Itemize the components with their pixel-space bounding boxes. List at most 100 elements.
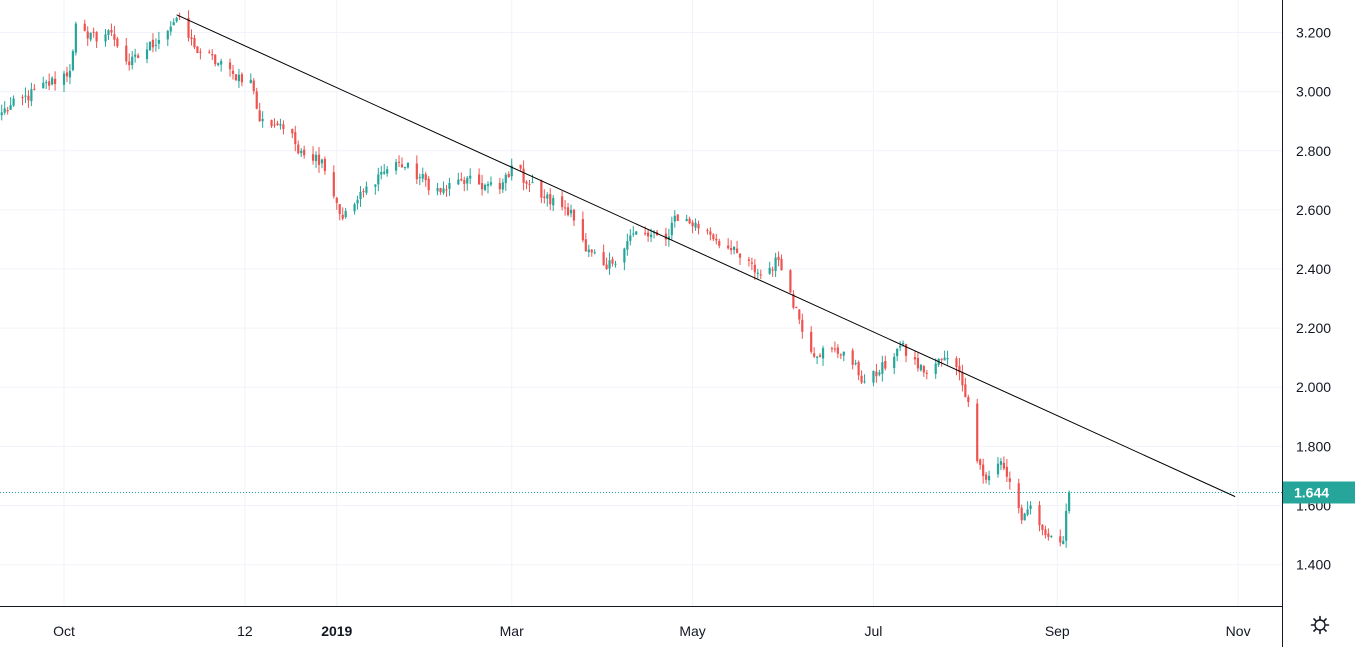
candle-body	[712, 234, 715, 240]
candle-body	[279, 124, 282, 126]
candle-body	[1062, 540, 1065, 545]
candle-body	[614, 263, 617, 265]
candle-body	[718, 241, 721, 246]
candle-body	[383, 171, 386, 174]
candle-body	[214, 54, 217, 65]
candle-body	[311, 154, 315, 161]
candle-body	[211, 54, 214, 56]
candle-body	[332, 172, 335, 197]
y-axis-labels[interactable]: 1.4001.6001.8002.0002.2002.4002.6002.800…	[1296, 25, 1331, 573]
candle-body	[961, 372, 964, 386]
chart-settings-button[interactable]	[1284, 607, 1355, 647]
candle-body	[89, 32, 92, 40]
candle-body	[647, 232, 650, 237]
candle-body	[335, 197, 338, 203]
candle-body	[839, 354, 842, 356]
trendline[interactable]	[176, 14, 1236, 498]
candle-body	[403, 166, 407, 168]
candle-body	[54, 78, 57, 85]
candle-body	[104, 34, 107, 42]
y-tick-label: 1.800	[1296, 438, 1331, 454]
candle-body	[45, 82, 48, 84]
candle-body	[1068, 492, 1071, 512]
candle-body	[676, 214, 679, 221]
candle-body	[896, 348, 899, 357]
candle-body	[940, 358, 943, 360]
candle-body	[83, 23, 86, 31]
candle-body	[818, 355, 822, 357]
candle-body	[771, 269, 774, 271]
last-price-badge-bg	[1283, 481, 1355, 504]
candle-body	[581, 219, 584, 241]
candle-body	[448, 183, 451, 189]
candle-body	[727, 245, 730, 249]
x-tick-label: 2019	[321, 623, 352, 639]
candle-body	[860, 375, 863, 383]
candle-body	[71, 51, 74, 71]
candle-body	[148, 41, 152, 51]
candle-body	[483, 184, 487, 190]
y-tick-label: 3.000	[1296, 84, 1331, 100]
candle-body	[157, 40, 160, 44]
candle-body	[854, 363, 857, 365]
candle-body	[365, 186, 368, 193]
candle-body	[442, 188, 445, 193]
candle-body	[74, 23, 77, 53]
candle-body	[463, 180, 466, 184]
candle-body	[273, 124, 276, 126]
candle-body	[445, 189, 448, 191]
candle-body	[1026, 509, 1029, 515]
candle-body	[270, 120, 273, 127]
candle-body	[632, 233, 635, 235]
candle-body	[12, 98, 15, 106]
candle-body	[899, 345, 902, 348]
candle-body	[356, 199, 359, 204]
y-tick-label: 1.400	[1296, 557, 1331, 573]
x-tick-label: Oct	[53, 623, 75, 639]
candle-body	[649, 234, 653, 238]
candle-body	[190, 37, 193, 39]
candle-body	[519, 164, 522, 169]
candle-body	[1059, 536, 1062, 543]
candle-body	[881, 362, 884, 374]
candle-body	[1002, 462, 1006, 469]
candle-body	[893, 356, 896, 368]
candle-body	[706, 230, 709, 232]
candle-body	[95, 32, 98, 42]
candle-body	[842, 351, 845, 356]
candle-body	[789, 270, 792, 293]
candle-body	[685, 218, 688, 222]
candle-body	[231, 70, 235, 74]
x-axis-labels[interactable]: Oct 12 2019 Mar May Jul Sep Nov	[53, 623, 1250, 639]
y-tick-label: 2.600	[1296, 202, 1331, 218]
candle-body	[904, 344, 908, 356]
candle-body	[110, 29, 113, 33]
candle-body	[1038, 505, 1041, 526]
candle-body	[543, 196, 546, 199]
candle-body	[821, 348, 825, 359]
candle-body	[925, 372, 928, 374]
candle-body	[116, 38, 119, 47]
candle-body	[629, 235, 632, 241]
candle-body	[377, 174, 380, 185]
candle-body	[756, 272, 759, 274]
candle-body	[21, 97, 24, 99]
x-tick-label: 12	[237, 623, 253, 639]
candle-body	[730, 247, 733, 251]
candle-body	[427, 178, 430, 191]
candle-body	[33, 88, 36, 90]
candle-body	[169, 26, 172, 32]
candle-body	[987, 475, 991, 481]
trendline-layer[interactable]	[176, 14, 1236, 498]
candle-body	[65, 72, 69, 77]
candle-body	[460, 178, 463, 181]
candle-body	[667, 236, 670, 240]
candle-body	[234, 74, 238, 81]
candle-body	[400, 164, 404, 168]
candles	[0, 10, 1071, 548]
candle-body	[750, 262, 753, 264]
y-tick-label: 2.400	[1296, 261, 1331, 277]
candle-body	[872, 370, 875, 383]
